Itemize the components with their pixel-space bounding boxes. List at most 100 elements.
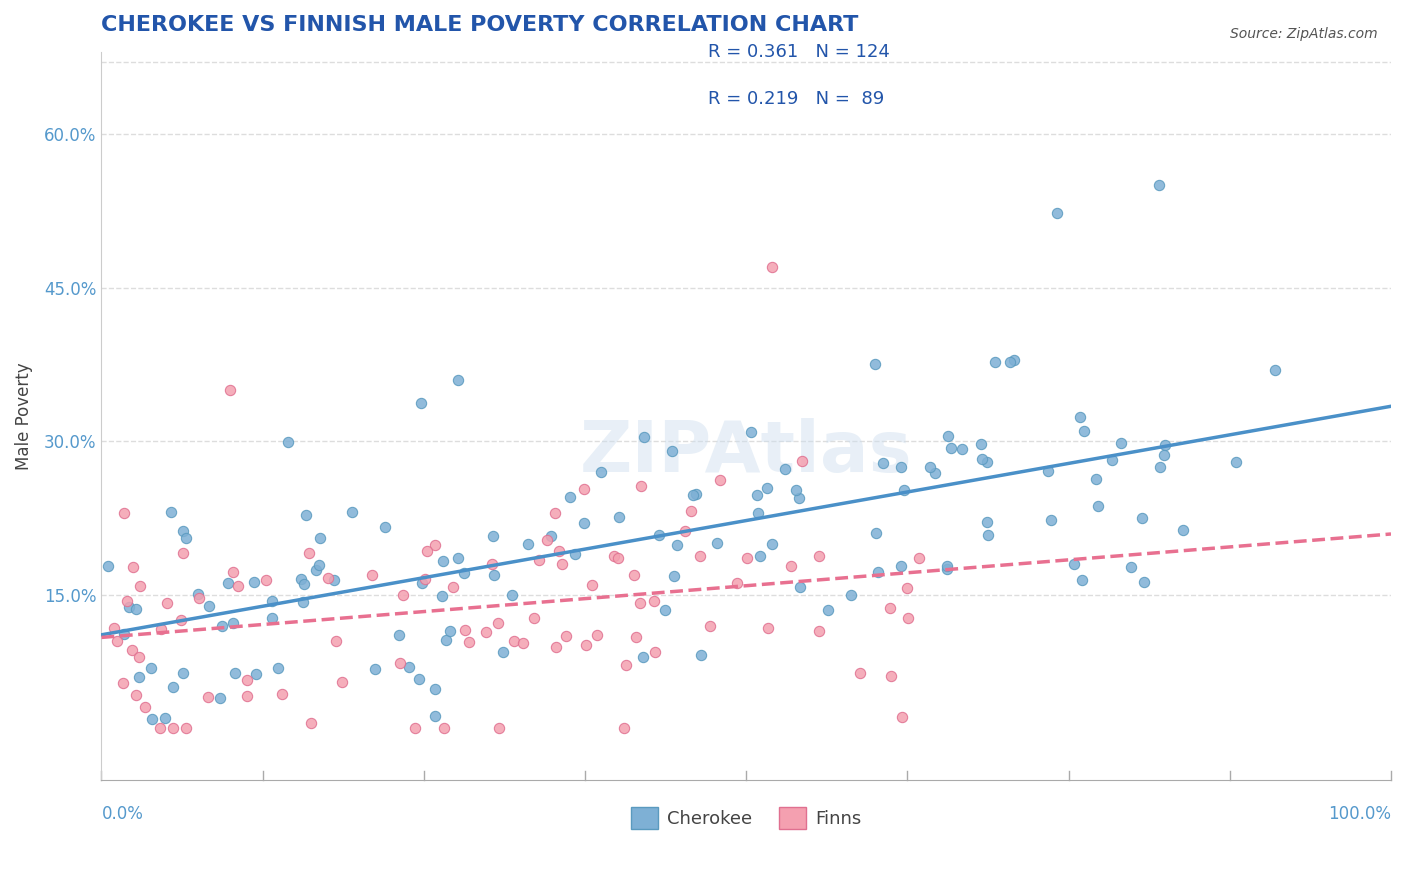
Point bbox=[105, 634, 128, 648]
Point bbox=[863, 358, 886, 372]
Text: Source: ZipAtlas.com: Source: ZipAtlas.com bbox=[1230, 27, 1378, 41]
Point bbox=[529, 552, 551, 566]
Point bbox=[408, 673, 430, 687]
Point bbox=[103, 621, 125, 635]
Point bbox=[807, 624, 830, 639]
Point bbox=[129, 579, 152, 593]
Point bbox=[849, 665, 872, 680]
Point bbox=[1036, 464, 1059, 478]
Point bbox=[156, 596, 179, 610]
Point bbox=[896, 581, 918, 595]
Point bbox=[512, 636, 534, 650]
Point bbox=[787, 491, 810, 506]
Point bbox=[262, 611, 284, 625]
Point bbox=[976, 455, 998, 469]
Point bbox=[453, 566, 475, 580]
Point bbox=[364, 662, 387, 676]
Point bbox=[486, 615, 509, 630]
Point bbox=[623, 567, 645, 582]
Point bbox=[756, 621, 779, 635]
Point bbox=[543, 506, 565, 520]
Point bbox=[665, 539, 688, 553]
Point bbox=[318, 571, 340, 585]
Point bbox=[187, 587, 209, 601]
Point bbox=[1153, 438, 1175, 452]
Point bbox=[918, 460, 941, 475]
Point bbox=[785, 483, 807, 497]
Point bbox=[187, 591, 209, 605]
Legend: Cherokee, Finns: Cherokee, Finns bbox=[624, 799, 869, 836]
Point bbox=[841, 588, 863, 602]
Point bbox=[879, 601, 901, 615]
Point bbox=[780, 559, 803, 574]
Point bbox=[291, 595, 314, 609]
Point bbox=[789, 580, 811, 594]
Point bbox=[501, 588, 523, 602]
Point bbox=[309, 531, 332, 545]
Point bbox=[555, 629, 578, 643]
Point bbox=[575, 638, 598, 652]
Point bbox=[1149, 460, 1171, 475]
Text: 100.0%: 100.0% bbox=[1329, 805, 1391, 823]
Point bbox=[1132, 574, 1154, 589]
Point bbox=[1147, 178, 1170, 192]
Point bbox=[134, 699, 156, 714]
Point bbox=[792, 454, 814, 468]
Point bbox=[174, 722, 197, 736]
Point bbox=[585, 628, 607, 642]
Point bbox=[305, 563, 328, 577]
Point bbox=[725, 575, 748, 590]
Point bbox=[342, 505, 364, 519]
Point bbox=[890, 459, 912, 474]
Point bbox=[614, 657, 637, 672]
Point bbox=[756, 482, 779, 496]
Point bbox=[865, 525, 887, 540]
Point bbox=[128, 649, 150, 664]
Point bbox=[761, 260, 783, 274]
Point bbox=[221, 616, 243, 631]
Point bbox=[540, 529, 562, 543]
Point bbox=[292, 576, 315, 591]
Point bbox=[434, 632, 457, 647]
Point bbox=[432, 589, 454, 603]
Point bbox=[939, 441, 962, 455]
Point bbox=[197, 690, 219, 704]
Point bbox=[112, 506, 135, 520]
Point bbox=[924, 466, 946, 480]
Point bbox=[547, 544, 569, 558]
Point bbox=[706, 536, 728, 550]
Point bbox=[572, 516, 595, 530]
Point bbox=[174, 531, 197, 545]
Point bbox=[935, 562, 957, 576]
Point bbox=[128, 670, 150, 684]
Point bbox=[219, 383, 242, 397]
Point bbox=[976, 528, 998, 542]
Point bbox=[546, 640, 568, 655]
Point bbox=[643, 594, 665, 608]
Point bbox=[536, 533, 558, 547]
Point bbox=[950, 442, 973, 456]
Point bbox=[516, 537, 538, 551]
Point bbox=[613, 721, 636, 735]
Point bbox=[976, 515, 998, 529]
Point bbox=[1109, 436, 1132, 450]
Point bbox=[998, 355, 1021, 369]
Point bbox=[773, 462, 796, 476]
Point bbox=[631, 650, 654, 665]
Point bbox=[432, 554, 454, 568]
Point bbox=[112, 627, 135, 641]
Point bbox=[1130, 510, 1153, 524]
Point bbox=[411, 575, 433, 590]
Point bbox=[474, 624, 496, 639]
Point bbox=[458, 635, 481, 649]
Point bbox=[624, 630, 647, 644]
Point bbox=[628, 596, 651, 610]
Point bbox=[603, 549, 626, 564]
Point bbox=[388, 627, 411, 641]
Point bbox=[416, 543, 439, 558]
Point bbox=[523, 611, 546, 625]
Point bbox=[872, 456, 894, 470]
Point bbox=[121, 642, 143, 657]
Point bbox=[936, 428, 959, 442]
Point bbox=[433, 722, 456, 736]
